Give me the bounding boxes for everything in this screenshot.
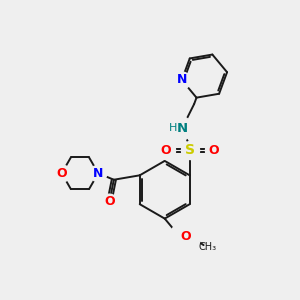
Text: O: O: [208, 144, 219, 157]
Text: O: O: [104, 195, 115, 208]
Text: CH₃: CH₃: [198, 242, 217, 252]
Text: H: H: [169, 123, 177, 133]
Text: N: N: [177, 74, 187, 86]
Text: O: O: [160, 144, 171, 157]
Text: O: O: [56, 167, 67, 180]
Text: N: N: [93, 167, 104, 180]
Text: N: N: [177, 122, 188, 135]
Text: S: S: [185, 143, 195, 157]
Text: O: O: [180, 230, 190, 243]
